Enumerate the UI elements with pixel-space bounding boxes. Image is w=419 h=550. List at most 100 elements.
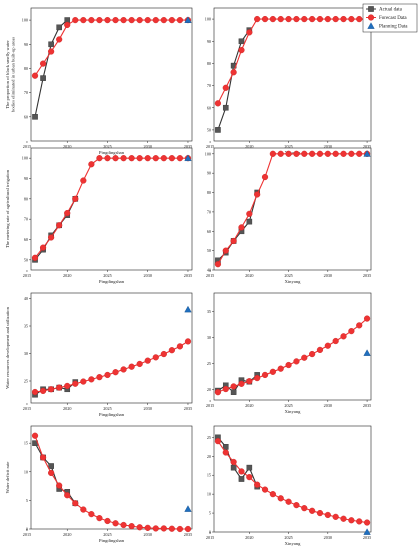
- data-point: [214, 100, 222, 107]
- series-forecast-data: [214, 15, 371, 107]
- data-point: [144, 155, 151, 162]
- data-point: [120, 366, 127, 373]
- y-tick-label: 25: [207, 435, 211, 440]
- y-tick-label: 20: [207, 454, 211, 459]
- data-point: [356, 518, 363, 525]
- y-tick-label: 60: [24, 114, 28, 119]
- data-point: [104, 16, 111, 24]
- data-point: [128, 16, 135, 24]
- plot-frame: [30, 7, 193, 142]
- data-point: [254, 481, 261, 488]
- x-axis-label: Pingdingshan: [99, 279, 125, 284]
- y-axis-label: The proportion of black smelly water: [5, 40, 10, 109]
- y-tick-label: 5: [209, 511, 211, 516]
- chart-panel-3: 2015 2020 2025 2030 2035 50 60 70 80 90 100 Pingdin…: [5, 147, 193, 284]
- data-point: [363, 315, 371, 322]
- legend-item: Forecast Data: [366, 14, 407, 21]
- x-tick-label: 2035: [363, 273, 371, 278]
- y-tick-label: 90: [207, 39, 211, 44]
- legend-marker: [367, 22, 375, 29]
- x-tick-label: 2020: [245, 403, 253, 408]
- y-axis-label: The metering rate of agricultural irriga…: [5, 169, 10, 248]
- data-point: [340, 150, 347, 157]
- data-point: [184, 154, 192, 162]
- data-point: [72, 195, 79, 202]
- x-tick-label: 2030: [144, 406, 152, 411]
- data-point: [324, 342, 331, 349]
- data-point: [222, 104, 229, 111]
- data-point: [214, 389, 222, 396]
- data-point: [293, 358, 300, 365]
- data-point: [128, 363, 135, 370]
- chart-panel-7: 2015 2020 2025 2030 2035 0 5 10 15 Pingdingshan Wa…: [5, 425, 193, 543]
- data-point: [64, 382, 71, 390]
- legend-label: Actual data: [379, 8, 403, 13]
- series-line: [217, 18, 368, 104]
- y-tick-label: 50: [207, 248, 211, 253]
- x-tick-label: 2015: [206, 535, 214, 540]
- data-point: [316, 346, 324, 353]
- y-tick-label: 25: [24, 379, 28, 384]
- series-actual-data: [32, 17, 71, 120]
- data-point: [39, 387, 47, 395]
- data-point: [230, 389, 237, 395]
- data-point: [269, 491, 276, 498]
- data-point: [254, 374, 261, 382]
- data-point: [48, 41, 54, 48]
- data-point: [184, 525, 192, 533]
- data-point: [301, 354, 308, 361]
- data-point: [316, 15, 324, 23]
- data-point: [261, 173, 269, 181]
- data-point: [363, 519, 371, 526]
- data-point: [39, 244, 47, 251]
- series-planning-data: [363, 528, 371, 535]
- data-point: [222, 385, 229, 393]
- data-point: [31, 432, 39, 439]
- data-point: [176, 525, 184, 533]
- chart-panel-4: 2015 2020 2025 2030 2035 40 50 60 70 80 90 100 Xinya…: [205, 147, 372, 284]
- y-tick-label: 80: [207, 190, 211, 195]
- data-point: [214, 261, 222, 268]
- x-axis-label: Xinyang: [285, 150, 302, 155]
- data-point: [72, 500, 79, 507]
- data-point: [269, 368, 276, 375]
- data-point: [56, 222, 63, 229]
- data-point: [136, 524, 143, 531]
- data-point: [64, 209, 71, 217]
- plot-frame: [30, 425, 193, 530]
- data-point: [238, 47, 245, 54]
- data-point: [293, 150, 300, 157]
- series-actual-data: [215, 372, 260, 395]
- data-point: [332, 150, 339, 157]
- data-point: [112, 520, 119, 527]
- x-tick-label: 2025: [284, 144, 292, 149]
- chart-panel-1: 2015 2020 2025 2030 2035 60 70 80 90 100 Pingdings…: [5, 7, 193, 155]
- y-tick-label: 35: [24, 324, 28, 329]
- data-point: [39, 454, 47, 461]
- data-point: [136, 360, 143, 368]
- legend-marker: [368, 6, 374, 12]
- y-tick-label: 30: [24, 351, 28, 356]
- data-point: [104, 517, 111, 525]
- data-point: [31, 388, 39, 396]
- x-tick-label: 2015: [23, 532, 31, 537]
- legend-label: Planning Data: [379, 25, 408, 30]
- series-forecast-data: [31, 155, 192, 261]
- x-tick-label: 2035: [363, 535, 371, 540]
- data-point: [340, 333, 347, 340]
- data-point: [80, 16, 87, 24]
- data-point: [230, 464, 237, 471]
- data-point: [261, 371, 269, 379]
- x-tick-label: 2025: [284, 535, 292, 540]
- y-axis-label: Water resources development and utilizat…: [5, 306, 10, 388]
- data-point: [363, 349, 371, 356]
- x-tick-label: 2020: [245, 273, 253, 278]
- y-axis-label: bodies eliminated in urban built-up area…: [11, 37, 16, 112]
- data-point: [222, 449, 229, 456]
- plot-frame: [213, 292, 372, 401]
- series-planning-data: [184, 16, 192, 23]
- x-tick-label: 2035: [184, 144, 192, 149]
- x-tick-label: 2020: [63, 273, 71, 278]
- x-tick-label: 2035: [184, 532, 192, 537]
